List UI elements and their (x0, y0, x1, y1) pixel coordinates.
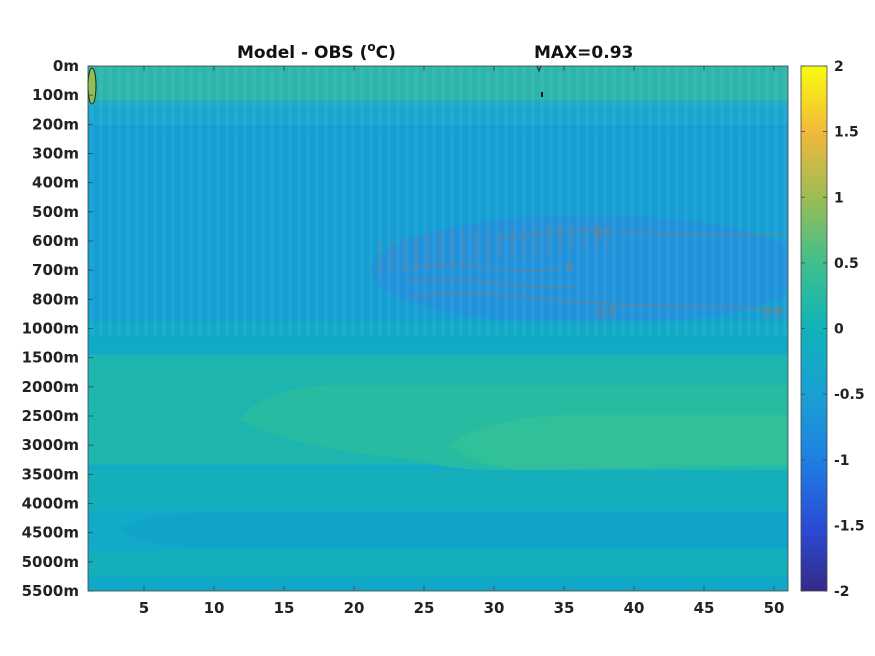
x-tick-label: 40 (624, 599, 645, 617)
contour-lines (379, 222, 788, 311)
y-tick-label: 2000m (22, 378, 79, 396)
x-tick-label: 30 (484, 599, 505, 617)
x-tick-label: 45 (694, 599, 715, 617)
y-tick-label: 800m (32, 290, 79, 308)
y-tick-label: 1000m (22, 320, 79, 338)
contour-label-group: 0 0 0.5 0.5 (565, 227, 783, 321)
y-tick-label: 700m (32, 261, 79, 279)
y-tick-label: 3500m (22, 465, 79, 483)
colorbar-ticks: 2 1.5 1 0.5 0 -0.5 -1 -1.5 -2 (801, 59, 865, 600)
y-tick-label: 400m (32, 174, 79, 192)
contour-label: 0.5 (596, 306, 617, 321)
x-tick-label: 50 (764, 599, 785, 617)
contour-outline (536, 65, 542, 73)
y-tick-label: 4000m (22, 495, 79, 513)
colorbar-tick-label: 0.5 (834, 256, 859, 272)
contour-outline (541, 92, 543, 97)
colorbar-tick-label: -0.5 (834, 387, 865, 403)
colorbar-tick-label: -2 (834, 584, 850, 600)
y-tick-label: 5000m (22, 553, 79, 571)
chart-title: Model - OBS (oC) (237, 40, 396, 63)
contour-label: 0 (565, 261, 573, 276)
colorbar-tick-label: 1 (834, 190, 844, 206)
x-tick-label: 25 (414, 599, 435, 617)
x-tick-label: 5 (139, 599, 149, 617)
contour-label: 0 (595, 227, 603, 242)
y-tick-label: 5500m (22, 582, 79, 600)
y-tick-label: 3000m (22, 436, 79, 454)
colorbar-tick-label: -1.5 (834, 518, 865, 534)
y-tick-label: 100m (32, 86, 79, 104)
y-tick-label: 4500m (22, 524, 79, 542)
x-tick-label: 10 (204, 599, 225, 617)
y-axis: 0m 100m 200m 300m 400m 500m 600m 700m 800m 1000m 1… (22, 57, 93, 600)
x-axis: 5 10 15 20 25 30 35 40 45 50 (139, 66, 785, 617)
y-tick-label: 0m (53, 57, 79, 75)
max-annotation: MAX=0.93 (534, 43, 633, 63)
heatmap-field (88, 66, 788, 591)
y-tick-label: 300m (32, 145, 79, 163)
x-tick-label: 15 (274, 599, 295, 617)
y-tick-label: 600m (32, 232, 79, 250)
y-tick-label: 200m (32, 115, 79, 133)
x-tick-label: 20 (344, 599, 365, 617)
colorbar-tick-label: -1 (834, 453, 850, 469)
y-tick-label: 2500m (22, 407, 79, 425)
colorbar-tick-label: 1.5 (834, 125, 859, 141)
contour-label: 0.5 (762, 306, 783, 321)
y-tick-label: 500m (32, 203, 79, 221)
colorbar-tick-label: 2 (834, 59, 844, 75)
colorbar-tick-label: 0 (834, 322, 844, 338)
y-tick-label: 1500m (22, 349, 79, 367)
x-tick-label: 35 (554, 599, 575, 617)
